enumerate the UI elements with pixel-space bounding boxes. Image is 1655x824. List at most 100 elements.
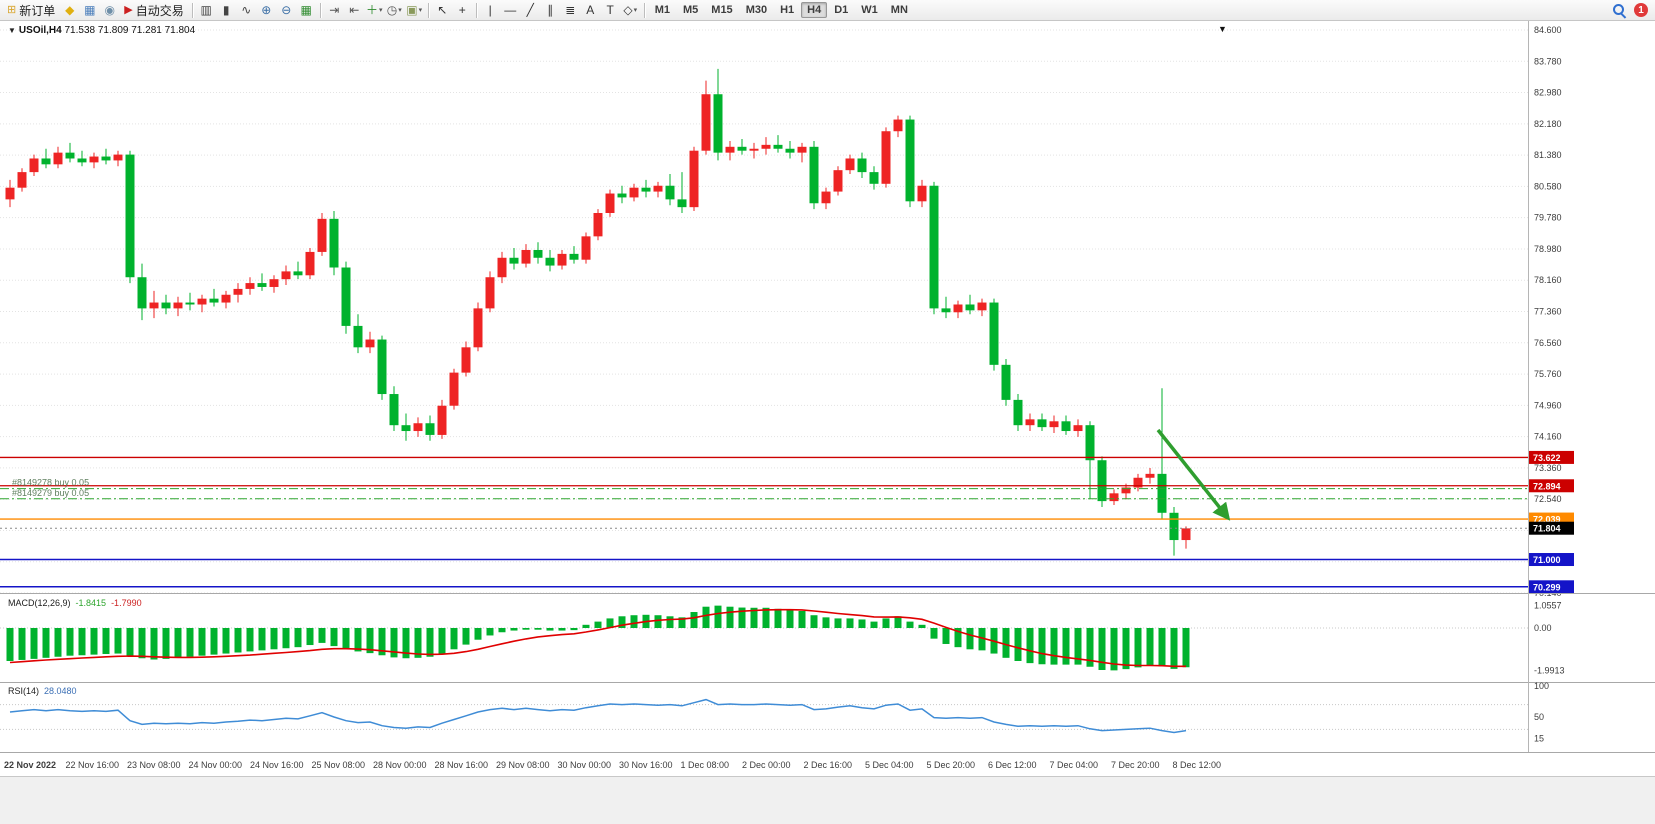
svg-text:74.960: 74.960 [1534, 400, 1562, 410]
svg-text:50: 50 [1534, 712, 1544, 722]
trend-arrow-annotation[interactable] [1156, 428, 1231, 521]
candle-body [605, 193, 615, 213]
notification-badge[interactable]: 1 [1634, 3, 1648, 17]
templates-icon[interactable]: ▣ ▾ [405, 1, 424, 19]
candle-body [761, 144, 771, 149]
channel-icon: ∥ [547, 3, 554, 17]
line-chart-mode-icon[interactable]: ∿ [237, 1, 256, 19]
toolbar-separator [319, 2, 321, 18]
candle-body [473, 308, 483, 348]
candle-body [1109, 493, 1119, 502]
svg-text:71.804: 71.804 [1533, 524, 1561, 534]
search-icon[interactable] [1613, 3, 1626, 17]
svg-text:82.180: 82.180 [1534, 119, 1562, 129]
shapes-icon: ◇ [623, 3, 633, 17]
candle-body [785, 148, 795, 153]
svg-text:1.0557: 1.0557 [1534, 601, 1562, 611]
svg-text:73.622: 73.622 [1533, 453, 1561, 463]
horizontal-line-icon[interactable]: — [501, 1, 520, 19]
svg-text:1 Dec 08:00: 1 Dec 08:00 [681, 760, 730, 770]
candle-body [269, 279, 279, 287]
candle-body [941, 308, 951, 313]
candle-body [773, 144, 783, 149]
svg-text:0.00: 0.00 [1534, 623, 1552, 633]
tile-windows-icon[interactable]: ▦ [297, 1, 316, 19]
svg-text:84.600: 84.600 [1534, 25, 1562, 35]
chart-menu-arrow-icon[interactable]: ▼ [1218, 24, 1227, 34]
candle-body [257, 283, 267, 287]
timeframe-m15[interactable]: M15 [711, 4, 733, 16]
bar-chart-mode-icon[interactable]: ▥ [197, 1, 216, 19]
trendline-icon[interactable]: ╱ [521, 1, 540, 19]
candle-body [581, 236, 591, 260]
svg-text:29 Nov 08:00: 29 Nov 08:00 [496, 760, 550, 770]
toolbar-separator [475, 2, 477, 18]
timeframe-w1[interactable]: W1 [861, 4, 878, 16]
toolbar-separator [191, 2, 193, 18]
timeframe-m1[interactable]: M1 [654, 4, 670, 16]
candle-body [857, 158, 867, 173]
svg-text:2 Dec 00:00: 2 Dec 00:00 [742, 760, 791, 770]
market-watch-icon[interactable]: ◆ [60, 1, 79, 19]
svg-text:77.360: 77.360 [1534, 307, 1562, 317]
time-axis: 22 Nov 2022 22 Nov 16:00 23 Nov 08:00 24 No… [4, 760, 1221, 770]
svg-text:5 Dec 20:00: 5 Dec 20:00 [927, 760, 976, 770]
price-tag [1529, 580, 1574, 594]
position-label: #8149278 buy 0.05 [12, 478, 89, 488]
chart-canvas[interactable]: 84.600 83.780 82.980 82.180 81.380 80.580 79.7… [0, 21, 1655, 776]
auto-scroll-icon[interactable]: ⇥ [325, 1, 344, 19]
timeframe-m5[interactable]: M5 [683, 4, 699, 16]
periods-icon[interactable]: ◷ ▾ [385, 1, 404, 19]
candle-body [533, 249, 543, 258]
add-indicator-icon[interactable]: ＋ ▾ [365, 1, 384, 19]
autotrade-button-icon: ▶ [124, 3, 133, 16]
price-tag [1529, 521, 1574, 535]
candle-body [821, 191, 831, 204]
new-order-button[interactable]: ⊞ 新订单 [3, 1, 59, 19]
svg-text:79.780: 79.780 [1534, 213, 1562, 223]
zoom-in-icon[interactable]: ⊕ [257, 1, 276, 19]
timeframe-d1[interactable]: D1 [834, 4, 849, 16]
candle-body [53, 152, 63, 165]
auto-scroll-icon: ⇥ [329, 3, 340, 17]
timeframe-m30[interactable]: M30 [745, 4, 768, 16]
text-label-icon[interactable]: T [601, 1, 620, 19]
data-window-icon[interactable]: ▦ [80, 1, 99, 19]
text-icon[interactable]: A [581, 1, 600, 19]
autotrade-button[interactable]: ▶ 自动交易 [120, 1, 187, 19]
svg-text:83.780: 83.780 [1534, 56, 1562, 66]
candle-body [1181, 528, 1191, 541]
svg-text:7 Dec 04:00: 7 Dec 04:00 [1050, 760, 1099, 770]
channel-icon[interactable]: ∥ [541, 1, 560, 19]
shapes-icon[interactable]: ◇ ▾ [621, 1, 640, 19]
candle-body [293, 271, 303, 276]
fibonacci-icon[interactable]: ≣ [561, 1, 580, 19]
candle-body [329, 218, 339, 268]
candle-body [161, 302, 171, 309]
candle-body [569, 253, 579, 260]
one-click-trading-arrow-icon[interactable]: ▼ [8, 26, 16, 35]
chart-shift-icon[interactable]: ⇤ [345, 1, 364, 19]
timeframe-h1[interactable]: H1 [780, 4, 795, 16]
candle-body [1037, 419, 1047, 428]
zoom-out-icon[interactable]: ⊖ [277, 1, 296, 19]
horizontal-lines[interactable]: 73.622 72.894 #8149278 buy 0.05#8149279 bu… [0, 450, 1574, 594]
cursor-icon[interactable]: ↖ [433, 1, 452, 19]
timeframe-h4[interactable]: H4 [801, 2, 828, 18]
candle-body [989, 302, 999, 365]
candle-body [1061, 421, 1071, 432]
fibonacci-icon: ≣ [565, 3, 576, 17]
navigator-icon[interactable]: ◉ [100, 1, 119, 19]
crosshair-icon[interactable]: + [453, 1, 472, 19]
templates-icon: ▣ [406, 3, 418, 17]
vertical-line-icon[interactable]: | [481, 1, 500, 19]
svg-text:74.160: 74.160 [1534, 432, 1562, 442]
candle-body [89, 156, 99, 163]
price-tag [1529, 450, 1574, 464]
candle-body [413, 423, 423, 432]
svg-text:82.980: 82.980 [1534, 88, 1562, 98]
timeframe-mn[interactable]: MN [890, 4, 908, 16]
candlestick-mode-icon[interactable]: ▮ [217, 1, 236, 19]
svg-text:72.540: 72.540 [1534, 494, 1562, 504]
svg-text:81.380: 81.380 [1534, 150, 1562, 160]
